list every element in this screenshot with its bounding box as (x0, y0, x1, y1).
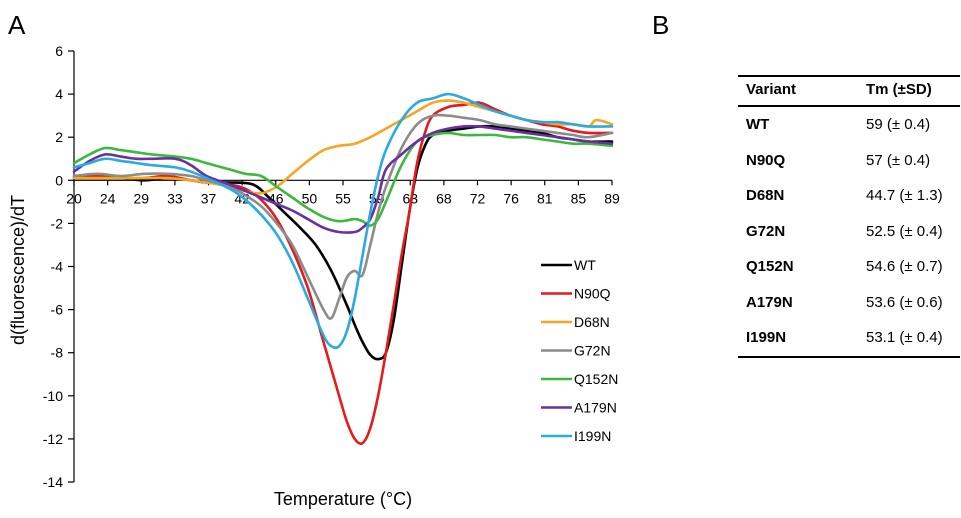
variant-cell: A179N (746, 293, 793, 311)
y-tick-label: -2 (51, 215, 64, 231)
y-tick-label: 2 (55, 129, 63, 145)
x-tick-label: 68 (436, 190, 452, 206)
y-axis-label: d(fluorescence)/dT (8, 195, 28, 345)
tm-cell: 52.5 (± 0.4) (866, 222, 943, 240)
x-tick-label: 50 (302, 190, 318, 206)
tm-header: Tm (±SD) (856, 75, 960, 107)
series-line-q152n (72, 131, 614, 227)
x-tick-label: 33 (167, 190, 183, 206)
tm-cell: 59 (± 0.4) (866, 116, 931, 134)
y-tick-label: -8 (51, 345, 64, 361)
tm-cell: 44.7 (± 1.3) (866, 187, 943, 205)
legend-label: I199N (574, 428, 611, 444)
tm-cell: 53.1 (± 0.4) (856, 320, 960, 358)
variant-header: Variant (738, 75, 856, 107)
x-tick-label: 89 (604, 190, 620, 206)
legend-layer: WT N90Q D68N G72N Q152N A179N I199N (541, 257, 618, 444)
variant-cell: I199N (738, 320, 856, 358)
legend-label: N90Q (574, 286, 611, 302)
x-tick-label: 81 (537, 190, 553, 206)
series-line-i199n (72, 92, 614, 350)
panel-b-label: B (652, 10, 670, 40)
table-row: D68N 44.7 (± 1.3) (738, 178, 960, 214)
table-row: A179N 53.6 (± 0.6) (738, 285, 960, 321)
x-tick-label: 37 (201, 190, 217, 206)
variant-cell: G72N (746, 222, 786, 240)
table-row: G72N 52.5 (± 0.4) (738, 214, 960, 250)
legend-label: D68N (574, 314, 610, 330)
table-row: I199N 53.1 (± 0.4) (738, 320, 960, 358)
x-tick-label: 20 (66, 190, 82, 206)
legend-label: Q152N (574, 371, 618, 387)
y-tick-label: -6 (51, 302, 64, 318)
y-tick-label: 4 (55, 86, 63, 102)
y-tick-label: 6 (55, 43, 63, 59)
variant-cell: N90Q (746, 151, 786, 169)
x-axis-label: Temperature (°C) (274, 489, 412, 509)
y-tick-label: -10 (43, 388, 63, 404)
series-line-a179n (72, 124, 614, 234)
panel-a-label: A (8, 10, 26, 40)
x-tick-label: 29 (133, 190, 149, 206)
x-tick-label: 76 (503, 190, 519, 206)
series-line-wt (72, 124, 614, 361)
x-tick-label: 24 (100, 190, 116, 206)
x-tick-label: 85 (571, 190, 587, 206)
legend-label: G72N (574, 343, 611, 359)
table-row: N90Q 57 (± 0.4) (738, 143, 960, 179)
series-layer (72, 92, 614, 446)
x-tick-label: 55 (335, 190, 351, 206)
y-tick-label: -4 (51, 259, 64, 275)
table-header-row: Variant Tm (±SD) (738, 75, 960, 107)
table-row: Q152N 54.6 (± 0.7) (738, 249, 960, 285)
tm-cell: 54.6 (± 0.7) (866, 258, 943, 276)
legend-label: WT (574, 257, 596, 273)
tm-table: Variant Tm (±SD) WT 59 (± 0.4) N90Q 57 (… (738, 75, 960, 358)
table-row: WT 59 (± 0.4) (738, 106, 960, 143)
variant-cell: D68N (746, 187, 785, 205)
legend-label: A179N (574, 400, 617, 416)
y-tick-label: -14 (43, 474, 63, 490)
variant-cell: Q152N (746, 258, 794, 276)
variant-cell: WT (746, 116, 770, 134)
tm-cell: 57 (± 0.4) (866, 151, 931, 169)
x-tick-label: 72 (470, 190, 486, 206)
tm-cell: 53.6 (± 0.6) (866, 293, 943, 311)
y-tick-label: 0 (55, 172, 63, 188)
y-tick-label: -12 (43, 431, 63, 447)
